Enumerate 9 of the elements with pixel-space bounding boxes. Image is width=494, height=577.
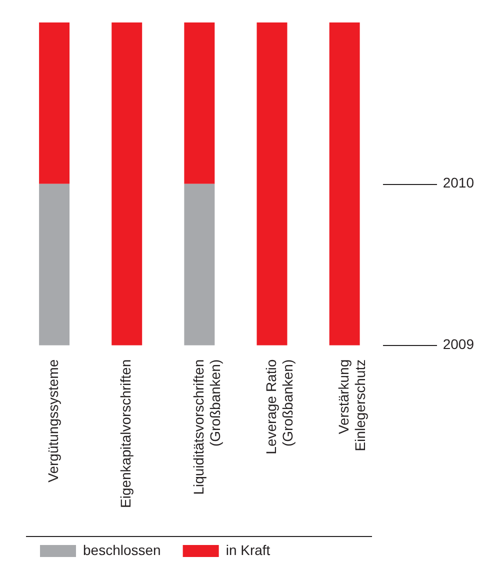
legend-label: beschlossen [83,542,161,558]
x-tick-label: Eigenkapitalvorschriften [118,359,134,508]
x-tick-label: Liquiditätsvorschriften (Großbanken) [190,359,224,495]
x-tick-label: Leverage Ratio (Großbanken) [262,359,296,454]
x-tick-label: Verstärkung Einlegerschutz [335,359,368,452]
y-tick-label: 2010 [442,174,474,191]
x-tick-label: Vergütungssysteme [45,359,62,482]
legend-label: in Kraft [226,542,270,558]
y-tick-label: 2009 [442,336,474,352]
